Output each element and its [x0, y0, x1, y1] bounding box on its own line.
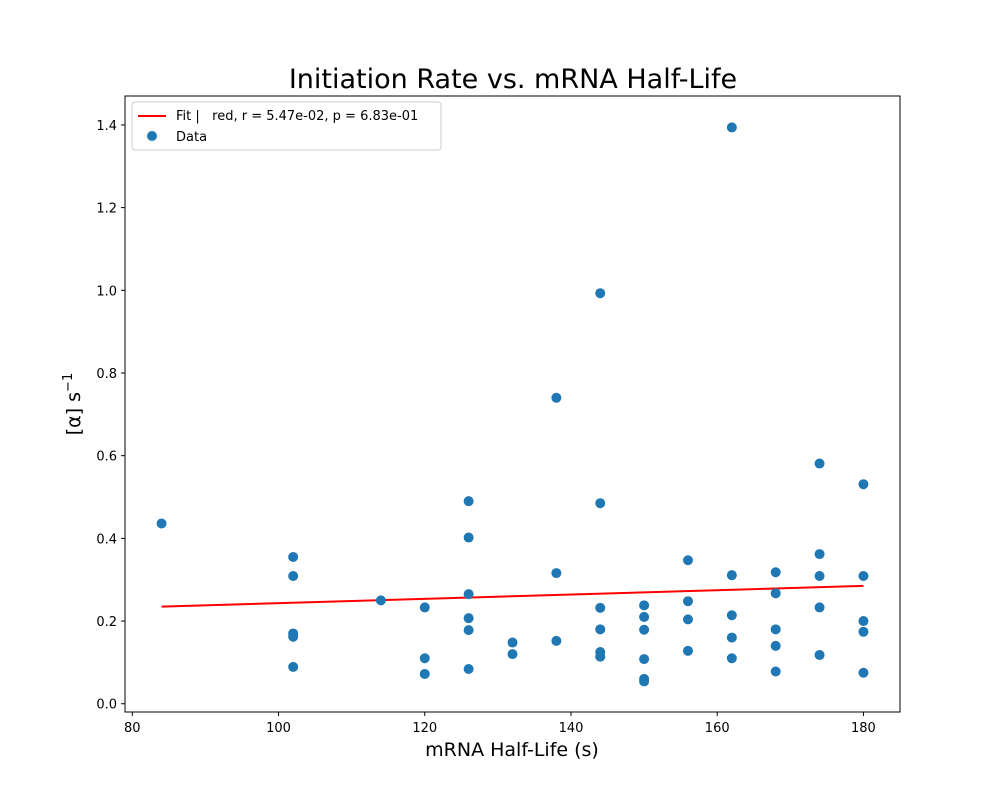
fit-line — [161, 584, 864, 608]
data-point — [595, 288, 606, 299]
data-point — [858, 616, 869, 627]
y-tick-label: 0.6 — [96, 450, 117, 465]
data-point — [463, 532, 474, 543]
data-point — [551, 568, 562, 579]
chart-title: Initiation Rate vs. mRNA Half-Life — [289, 64, 737, 95]
data-point — [463, 496, 474, 507]
data-point — [770, 567, 781, 578]
x-tick-label: 100 — [266, 721, 291, 736]
data-point — [595, 624, 606, 635]
data-point — [726, 610, 737, 621]
y-tick-label: 1.4 — [96, 119, 117, 134]
data-point — [507, 649, 518, 660]
data-point — [682, 645, 693, 656]
x-tick-label: 80 — [124, 721, 141, 736]
data-point — [156, 518, 167, 529]
data-point — [288, 631, 299, 642]
y-tick-label: 0.2 — [96, 615, 117, 630]
plot-frame — [124, 95, 901, 713]
y-axis: 0.0 0.2 0.4 0.6 0.8 1.0 1.2 1.4 — [96, 119, 125, 713]
data-point — [814, 458, 825, 469]
legend-data-swatch — [147, 131, 157, 141]
data-point — [595, 651, 606, 662]
y-axis-label-exponent: −1 — [61, 373, 76, 392]
legend-box — [131, 101, 442, 151]
x-tick-label: 180 — [851, 721, 876, 736]
x-tick-label: 140 — [559, 721, 584, 736]
data-point — [814, 602, 825, 613]
data-point — [814, 570, 825, 581]
data-point — [288, 551, 299, 562]
x-axis-label: mRNA Half-Life (s) — [425, 739, 599, 761]
data-point — [463, 625, 474, 636]
data-point — [639, 600, 650, 611]
data-point — [507, 637, 518, 648]
data-point — [463, 589, 474, 600]
data-point — [858, 570, 869, 581]
data-point — [419, 668, 430, 679]
y-tick-label: 0.8 — [96, 367, 117, 382]
x-tick-label: 120 — [412, 721, 437, 736]
y-axis-label-main: [α] s — [63, 392, 85, 435]
data-point — [551, 635, 562, 646]
data-point — [639, 654, 650, 665]
data-point — [726, 122, 737, 133]
y-axis-label: [α] s−1 — [61, 373, 85, 435]
fit-layer — [161, 584, 864, 608]
x-axis: 80 100 120 140 160 180 — [124, 712, 876, 736]
data-point — [463, 613, 474, 624]
data-point — [726, 653, 737, 664]
data-point — [463, 664, 474, 675]
y-tick-label: 0.0 — [96, 698, 117, 713]
data-point — [639, 676, 650, 687]
data-point — [858, 667, 869, 678]
y-tick-label: 1.2 — [96, 202, 117, 217]
data-point — [682, 596, 693, 607]
data-point — [858, 626, 869, 637]
data-point — [814, 649, 825, 660]
data-point — [814, 549, 825, 560]
plot-area — [125, 96, 900, 712]
data-point — [595, 498, 606, 509]
data-point — [288, 570, 299, 581]
y-tick-label: 0.4 — [96, 532, 117, 547]
data-point — [770, 624, 781, 635]
data-point — [288, 661, 299, 672]
data-point — [682, 555, 693, 566]
data-point — [726, 570, 737, 581]
legend-data-label: Data — [176, 130, 207, 145]
data-point — [682, 614, 693, 625]
data-point — [770, 640, 781, 651]
legend: Fit | red, r = 5.47e-02, p = 6.83e-01 Da… — [131, 101, 442, 151]
data-point — [419, 653, 430, 664]
data-point — [595, 602, 606, 613]
data-point — [639, 624, 650, 635]
x-tick-label: 160 — [705, 721, 730, 736]
y-tick-label: 1.0 — [96, 284, 117, 299]
data-point — [551, 392, 562, 403]
data-point — [419, 602, 430, 613]
data-point — [770, 588, 781, 599]
legend-fit-label: Fit | red, r = 5.47e-02, p = 6.83e-01 — [176, 109, 418, 124]
data-point — [770, 666, 781, 677]
data-point — [858, 479, 869, 490]
data-point — [375, 595, 386, 606]
data-point — [726, 632, 737, 643]
data-points — [156, 122, 869, 687]
data-point — [639, 611, 650, 622]
